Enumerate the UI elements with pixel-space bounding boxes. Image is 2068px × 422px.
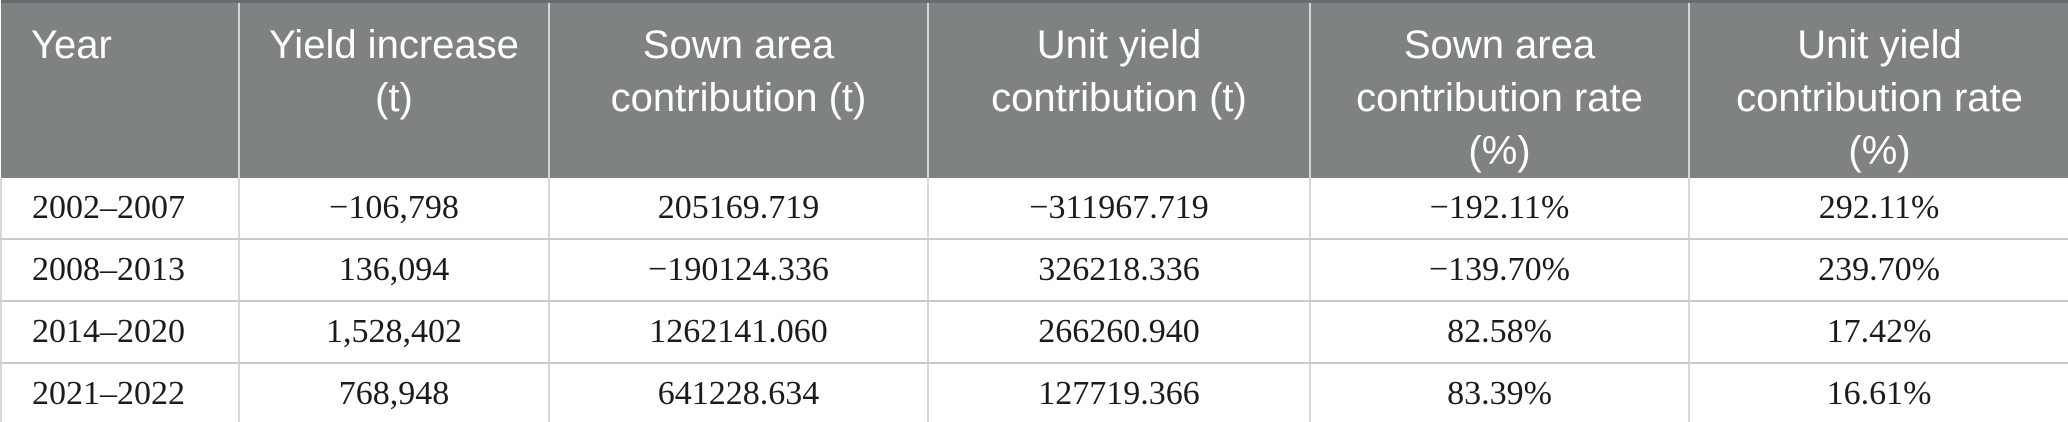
cell-sown-area-contribution: 1262141.060 [549,301,929,364]
cell-yield-increase: 1,528,402 [239,301,550,364]
cell-sown-area-rate: 83.39% [1310,363,1690,422]
header-cell-sown-area-rate: Sown area contribution rate (%) [1310,0,1690,178]
cell-sown-area-contribution: 205169.719 [549,178,929,240]
cell-sown-area-rate: −192.11% [1310,178,1690,240]
cell-unit-yield-contribution: −311967.719 [928,178,1311,240]
cell-unit-yield-contribution: 266260.940 [928,301,1311,364]
cell-sown-area-rate: 82.58% [1310,301,1690,364]
cell-year: 2002–2007 [0,178,240,240]
cell-unit-yield-rate: 239.70% [1689,239,2068,302]
header-row: Year Yield increase (t) Sown area contri… [1,0,2068,178]
table-row: 2021–2022 768,948 641228.634 127719.366 … [0,363,2068,422]
cell-sown-area-contribution: 641228.634 [549,363,929,422]
cell-unit-yield-contribution: 326218.336 [928,239,1311,302]
header-cell-year: Year [1,0,240,178]
header-cell-unit-yield-contribution: Unit yield contribution (t) [928,0,1311,178]
cell-year: 2008–2013 [0,239,240,302]
cell-yield-increase: 768,948 [239,363,550,422]
cell-yield-increase: 136,094 [239,239,550,302]
cell-sown-area-rate: −139.70% [1310,239,1690,302]
cell-unit-yield-contribution: 127719.366 [928,363,1311,422]
header-cell-yield-increase: Yield increase (t) [239,0,550,178]
cell-unit-yield-rate: 292.11% [1689,178,2068,240]
header-cell-sown-area-contribution: Sown area contribution (t) [549,0,929,178]
cell-unit-yield-rate: 16.61% [1689,363,2068,422]
cell-sown-area-contribution: −190124.336 [549,239,929,302]
cell-year: 2021–2022 [0,363,240,422]
table-row: 2008–2013 136,094 −190124.336 326218.336… [0,239,2068,302]
table-row: 2014–2020 1,528,402 1262141.060 266260.9… [0,301,2068,364]
cell-year: 2014–2020 [0,301,240,364]
cell-yield-increase: −106,798 [239,178,550,240]
table-row: 2002–2007 −106,798 205169.719 −311967.71… [0,178,2068,240]
cell-unit-yield-rate: 17.42% [1689,301,2068,364]
header-cell-unit-yield-rate: Unit yield contribution rate (%) [1689,0,2068,178]
